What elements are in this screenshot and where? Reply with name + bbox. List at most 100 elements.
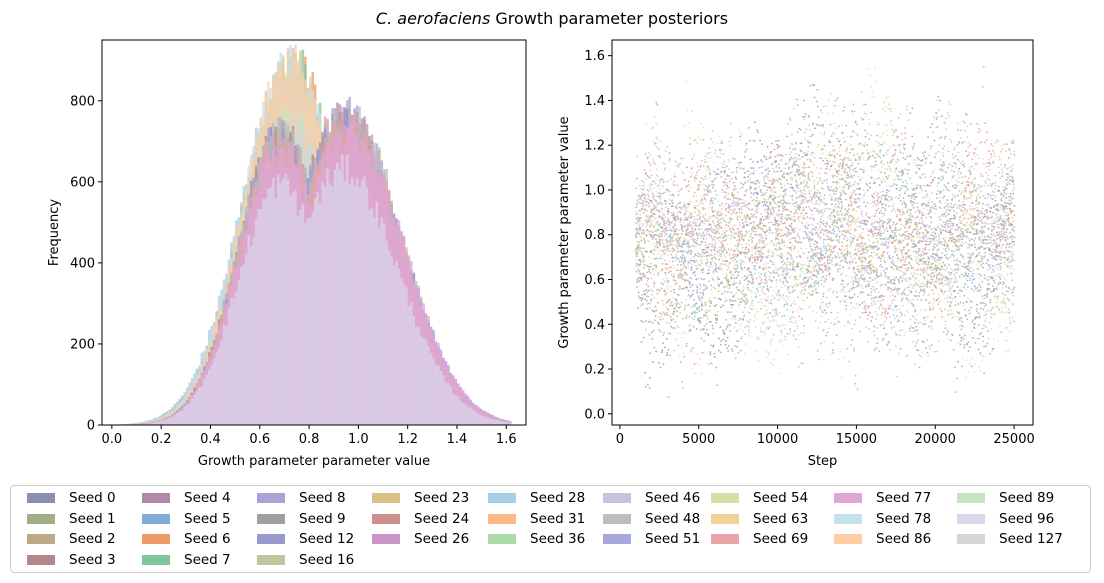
trace-point — [915, 216, 918, 219]
histogram-bar — [489, 418, 492, 425]
trace-point — [654, 305, 657, 308]
trace-point — [803, 151, 806, 154]
trace-point — [947, 213, 950, 216]
trace-point — [649, 376, 652, 379]
histogram-bar — [254, 218, 258, 425]
trace-point — [714, 313, 717, 316]
trace-point — [700, 308, 703, 311]
histogram-bar — [237, 280, 241, 425]
histogram-bar — [363, 176, 366, 425]
trace-point — [947, 313, 950, 316]
histogram-bar — [422, 338, 425, 425]
trace-point — [733, 283, 736, 286]
trace-point — [801, 156, 804, 158]
trace-point — [657, 361, 660, 364]
histogram-bar — [323, 186, 327, 425]
histogram-bar — [491, 419, 494, 425]
histogram-bar — [493, 420, 497, 425]
trace-point — [667, 396, 670, 398]
trace-point — [657, 321, 659, 324]
trace-point — [870, 176, 873, 179]
trace-point — [691, 284, 694, 286]
histogram-bar — [461, 402, 465, 425]
trace-point — [862, 171, 865, 174]
trace-point — [815, 100, 818, 103]
trace-point — [917, 263, 920, 266]
trace-point — [866, 144, 869, 146]
trace-point — [769, 210, 772, 213]
histogram-bar — [333, 169, 337, 425]
histogram-bar — [449, 386, 453, 425]
trace-point — [712, 202, 715, 205]
trace-point — [885, 194, 888, 196]
trace-point — [869, 182, 872, 185]
trace-point — [777, 205, 780, 208]
histogram-bar — [444, 382, 448, 425]
trace-point — [782, 199, 785, 202]
histogram-bar — [321, 182, 324, 425]
trace-point — [687, 242, 690, 245]
trace-point — [877, 177, 880, 180]
histogram-bar — [479, 414, 482, 425]
histogram-bar — [178, 411, 181, 425]
trace-point — [897, 257, 900, 260]
trace-point — [636, 281, 639, 283]
trace-point — [1000, 199, 1003, 202]
trace-point — [895, 229, 897, 232]
trace-point — [982, 302, 985, 304]
histogram-bar — [476, 413, 480, 425]
trace-point — [699, 317, 702, 319]
histogram-bar — [459, 400, 462, 425]
trace-point — [707, 334, 710, 336]
trace-point — [847, 187, 850, 190]
trace-point — [1008, 199, 1011, 202]
trace-point — [906, 188, 909, 191]
trace-point — [989, 194, 992, 197]
trace-point — [871, 154, 874, 157]
histogram-bar — [240, 267, 243, 425]
histogram-bar — [151, 422, 154, 425]
trace-point — [670, 301, 673, 304]
histogram-bar — [272, 177, 275, 425]
trace-point — [722, 304, 724, 307]
trace-point — [830, 164, 833, 167]
trace-point — [640, 251, 643, 254]
trace-point — [756, 129, 759, 132]
histogram-bar — [232, 297, 236, 425]
trace-point — [829, 141, 831, 144]
histogram-bar — [466, 407, 470, 425]
trace-point — [661, 351, 663, 354]
trace-point — [902, 157, 905, 159]
trace-point — [858, 156, 861, 159]
trace-point — [680, 224, 683, 226]
histogram-bar — [286, 179, 290, 425]
trace-point — [967, 228, 969, 230]
trace-point — [862, 118, 865, 121]
histogram-bar — [506, 422, 509, 425]
trace-point — [964, 334, 966, 337]
histogram-bar — [156, 421, 159, 425]
trace-point — [789, 218, 792, 221]
trace-point — [967, 341, 970, 344]
trace-point — [803, 163, 806, 166]
trace-point — [845, 148, 848, 151]
trace-point — [864, 103, 867, 106]
trace-point — [660, 313, 663, 316]
histogram-bar — [387, 250, 391, 425]
trace-point — [962, 338, 965, 340]
histogram-bar — [353, 186, 356, 425]
histogram-bar — [350, 177, 354, 425]
histogram-bar — [277, 174, 280, 425]
histogram-bar — [153, 422, 157, 425]
histogram-bar — [316, 192, 319, 425]
trace-point — [726, 325, 729, 328]
trace-point — [763, 155, 766, 158]
histogram-bar — [383, 223, 386, 425]
histogram-bar — [304, 222, 307, 425]
trace-panel — [634, 65, 1016, 398]
trace-point — [653, 248, 656, 251]
trace-point — [975, 308, 978, 310]
histogram-bar — [247, 235, 250, 425]
trace-point — [945, 186, 947, 188]
